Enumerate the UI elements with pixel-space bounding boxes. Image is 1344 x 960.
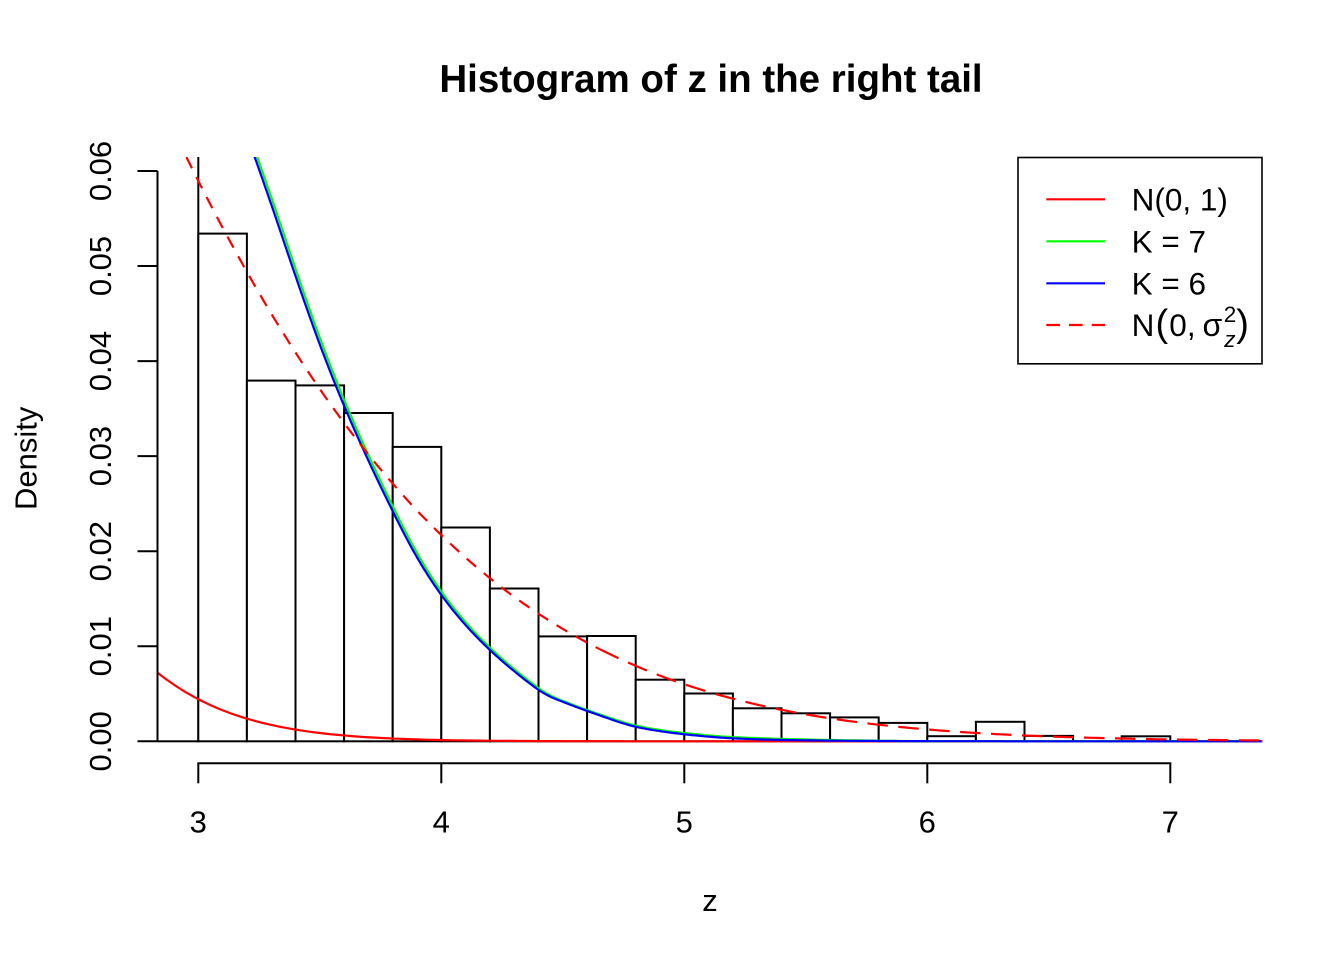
svg-text:0,: 0, bbox=[1169, 307, 1195, 343]
svg-text:): ) bbox=[1236, 303, 1249, 345]
svg-text:2: 2 bbox=[1224, 302, 1237, 327]
svg-text:(: ( bbox=[1156, 303, 1169, 345]
svg-text:6: 6 bbox=[919, 805, 936, 840]
svg-text:0.01: 0.01 bbox=[83, 616, 118, 676]
svg-text:z: z bbox=[702, 883, 718, 918]
svg-text:0.05: 0.05 bbox=[83, 236, 118, 296]
svg-text:0.00: 0.00 bbox=[83, 711, 118, 771]
svg-text:0.02: 0.02 bbox=[83, 521, 118, 581]
svg-text:N(0, 1): N(0, 1) bbox=[1132, 182, 1228, 218]
svg-text:7: 7 bbox=[1162, 805, 1179, 840]
svg-text:4: 4 bbox=[433, 805, 450, 840]
svg-text:K = 6: K = 6 bbox=[1132, 266, 1206, 302]
svg-text:5: 5 bbox=[676, 805, 693, 840]
svg-text:Histogram of z in the right ta: Histogram of z in the right tail bbox=[439, 58, 982, 101]
svg-text:3: 3 bbox=[190, 805, 207, 840]
svg-text:σ: σ bbox=[1203, 307, 1223, 343]
svg-text:K = 7: K = 7 bbox=[1132, 224, 1206, 260]
svg-text:0.06: 0.06 bbox=[83, 141, 118, 201]
svg-text:z: z bbox=[1223, 327, 1235, 352]
svg-text:0.03: 0.03 bbox=[83, 426, 118, 486]
svg-text:N: N bbox=[1132, 307, 1155, 343]
svg-text:0.04: 0.04 bbox=[83, 331, 118, 391]
svg-text:Density: Density bbox=[8, 406, 43, 510]
